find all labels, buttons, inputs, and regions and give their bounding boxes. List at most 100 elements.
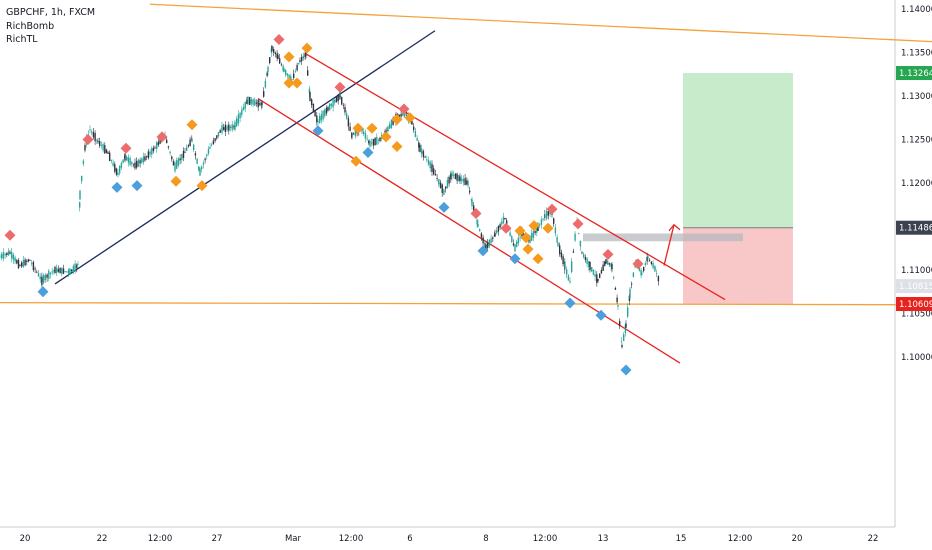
- time-tick-label: 22: [97, 534, 108, 544]
- candle-body: [221, 125, 223, 133]
- candle-body: [441, 184, 443, 193]
- blue-signal-marker[interactable]: [509, 253, 521, 265]
- candle-body: [211, 144, 213, 146]
- orange-signal-marker[interactable]: [391, 140, 403, 152]
- candle-body: [207, 148, 210, 154]
- orange-signal-marker[interactable]: [186, 119, 198, 131]
- candle-body: [51, 271, 53, 273]
- orange-signal-marker[interactable]: [170, 175, 182, 187]
- blue-signal-marker[interactable]: [564, 297, 576, 309]
- candle-body: [566, 269, 568, 275]
- orange-signal-marker[interactable]: [352, 122, 364, 134]
- candle-body: [625, 323, 627, 328]
- red-signal-marker[interactable]: [470, 207, 482, 219]
- orange-signal-marker[interactable]: [291, 77, 303, 89]
- blue-signal-marker[interactable]: [312, 125, 324, 137]
- candle-body: [269, 57, 271, 64]
- candle-body: [142, 156, 145, 163]
- orange-signal-marker[interactable]: [528, 220, 540, 232]
- price-tick-label: 1.11000: [901, 266, 932, 276]
- price-badge[interactable]: [896, 297, 932, 312]
- candle-body: [97, 140, 99, 143]
- candle-body: [242, 107, 245, 111]
- orange-signal-marker[interactable]: [542, 222, 554, 234]
- blue-signal-marker[interactable]: [438, 201, 450, 213]
- channel-upper[interactable]: [304, 52, 726, 301]
- time-tick-label: 12:00: [339, 534, 364, 544]
- orange-signal-marker[interactable]: [522, 243, 534, 255]
- candle-body: [389, 124, 391, 129]
- indicator-richtl[interactable]: RichTL: [6, 34, 38, 45]
- price-badge[interactable]: [896, 220, 932, 235]
- blue-signal-marker[interactable]: [362, 147, 374, 159]
- red-signal-marker[interactable]: [500, 222, 512, 234]
- candle-body: [605, 259, 607, 264]
- candle-body: [16, 260, 18, 264]
- red-signal-marker[interactable]: [572, 218, 584, 230]
- orange-signal-marker[interactable]: [283, 51, 295, 63]
- red-signal-marker[interactable]: [120, 142, 132, 154]
- blue-signal-marker[interactable]: [131, 180, 143, 192]
- candle-body: [494, 233, 496, 237]
- blue-signal-marker[interactable]: [37, 286, 49, 298]
- candle-body: [613, 277, 615, 279]
- candle-body: [22, 259, 25, 267]
- red-signal-marker[interactable]: [4, 229, 16, 241]
- orange-signal-marker[interactable]: [350, 155, 362, 167]
- candle-body: [419, 145, 421, 153]
- red-signal-marker[interactable]: [156, 131, 168, 143]
- time-tick-label: 8: [483, 534, 488, 544]
- indicator-richbomb[interactable]: RichBomb: [6, 20, 55, 32]
- red-signal-marker[interactable]: [546, 203, 558, 215]
- orange-signal-marker[interactable]: [514, 225, 526, 237]
- candle-body: [17, 259, 20, 269]
- candle-body: [654, 266, 656, 272]
- candle-body: [152, 147, 155, 152]
- candle-body: [124, 153, 126, 161]
- resistance-zone[interactable]: [583, 233, 743, 242]
- candle-body: [224, 124, 227, 132]
- symbol-title[interactable]: GBPCHF, 1h, FXCM: [6, 7, 96, 18]
- orange-signal-marker[interactable]: [520, 232, 532, 244]
- rising-trendline[interactable]: [54, 30, 436, 285]
- red-signal-marker[interactable]: [602, 248, 614, 260]
- breakout-arrow[interactable]: [663, 224, 675, 266]
- candle-body: [312, 103, 315, 112]
- price-badge[interactable]: [896, 279, 932, 294]
- candle-body: [252, 99, 254, 105]
- candle-body: [646, 257, 648, 262]
- orange-signal-marker[interactable]: [391, 113, 403, 125]
- candle-body: [652, 263, 654, 268]
- red-signal-marker[interactable]: [82, 134, 94, 145]
- candle-body: [517, 237, 520, 244]
- red-signal-marker[interactable]: [334, 81, 346, 93]
- horizontal-support[interactable]: [0, 301, 932, 306]
- orange-signal-marker[interactable]: [366, 122, 378, 134]
- upper-trendline[interactable]: [149, 3, 932, 43]
- red-signal-marker[interactable]: [632, 258, 644, 270]
- orange-signal-marker[interactable]: [283, 77, 295, 89]
- orange-signal-marker[interactable]: [380, 131, 392, 143]
- blue-signal-marker[interactable]: [111, 181, 123, 193]
- orange-signal-marker[interactable]: [301, 42, 313, 54]
- blue-signal-marker[interactable]: [477, 245, 489, 257]
- candle-body: [519, 236, 521, 238]
- candle-body: [567, 275, 570, 281]
- red-signal-marker[interactable]: [273, 33, 285, 45]
- candle-body: [322, 110, 324, 120]
- price-badge[interactable]: [896, 66, 932, 81]
- candle-body: [644, 263, 647, 265]
- profit-zone[interactable]: [683, 73, 793, 228]
- orange-signal-marker[interactable]: [404, 112, 416, 124]
- candle-body: [473, 205, 475, 213]
- red-signal-marker[interactable]: [398, 103, 410, 115]
- orange-signal-marker[interactable]: [196, 180, 208, 192]
- candle-body: [557, 242, 559, 247]
- candle-body: [177, 158, 180, 166]
- blue-signal-marker[interactable]: [620, 364, 632, 376]
- orange-signal-marker[interactable]: [532, 253, 544, 265]
- candle-body: [204, 158, 206, 161]
- blue-signal-marker[interactable]: [595, 309, 607, 321]
- channel-lower[interactable]: [257, 98, 681, 364]
